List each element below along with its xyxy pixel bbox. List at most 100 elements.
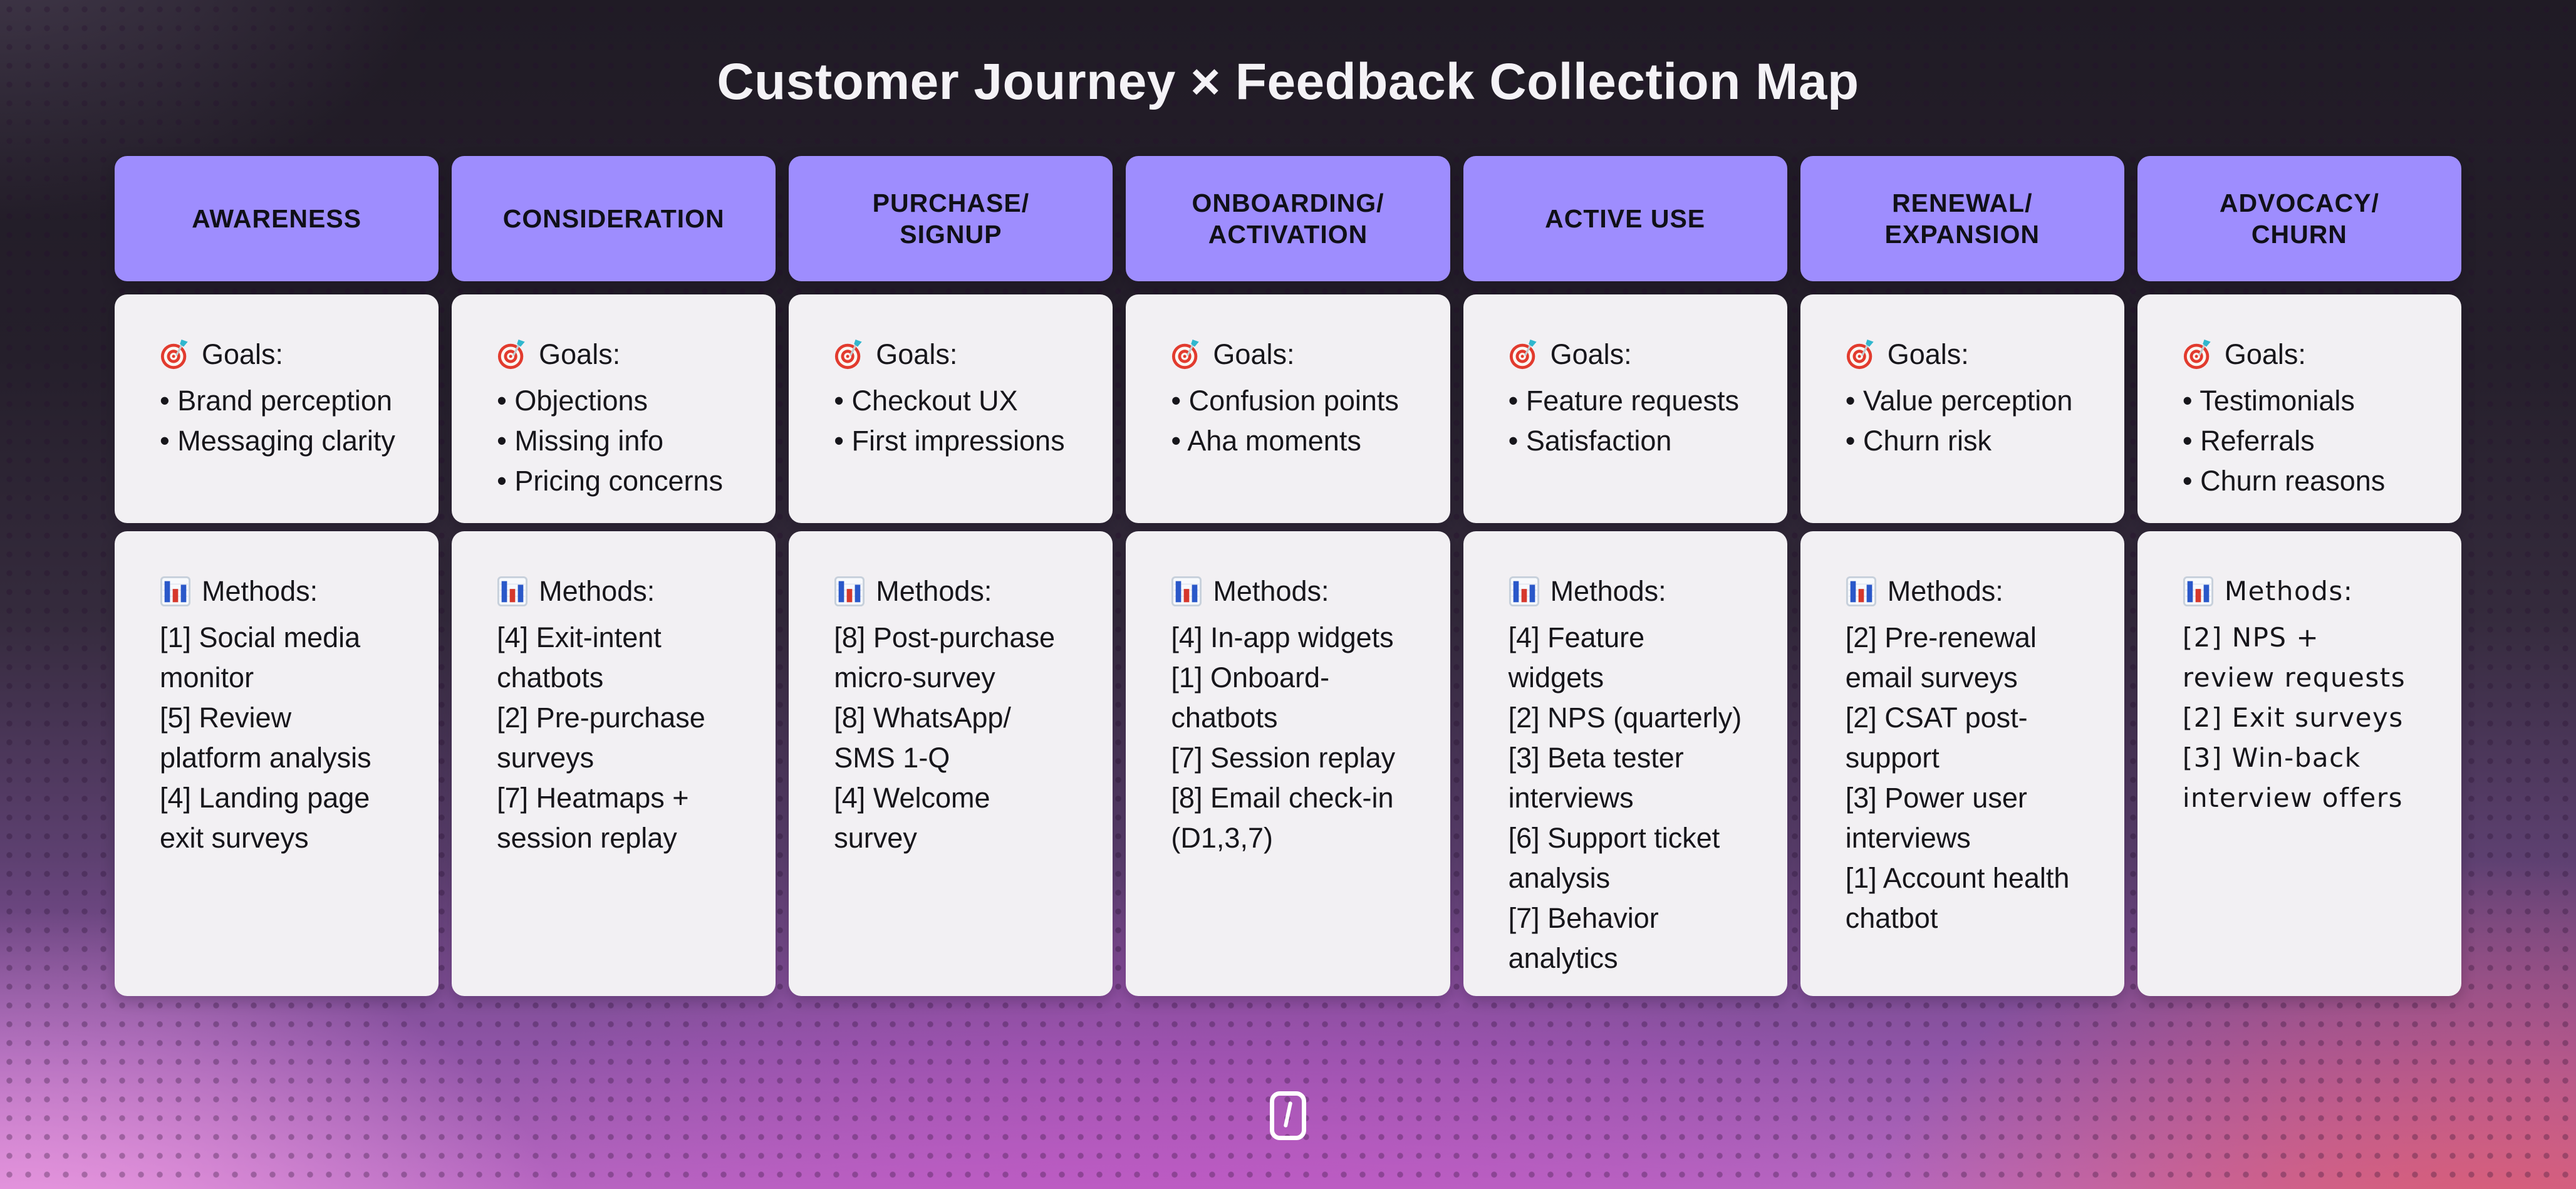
goals-label: Goals: (876, 338, 958, 370)
method-item: [8] WhatsApp/ SMS 1-Q (834, 702, 1011, 774)
goals-card: Goals: • Value perception • Churn risk (1800, 294, 2124, 523)
methods-list: [8] Post-purchase micro-survey [8] WhatsA… (834, 618, 1071, 858)
journey-stage-column: ONBOARDING/ ACTIVATION Goals: • Confusio… (1126, 156, 1450, 996)
goals-list: • Brand perception • Messaging clarity (160, 381, 397, 461)
goals-card-title: Goals: (497, 335, 734, 375)
goal-item: • Aha moments (1171, 425, 1361, 457)
method-item: [4] Landing page exit surveys (160, 782, 370, 854)
methods-list: [2] Pre-renewal email surveys [2] CSAT po… (1846, 618, 2083, 938)
methods-card-title: Methods: (1846, 571, 2083, 611)
stage-title: ACTIVE USE (1545, 204, 1706, 233)
method-item: [4] Feature widgets (1508, 621, 1645, 693)
methods-card: Methods: [4] Exit-intent chatbots [2] Pre… (452, 531, 776, 996)
stage-header: ONBOARDING/ ACTIVATION (1126, 156, 1450, 281)
goals-card-title: Goals: (1846, 335, 2083, 375)
methods-card-title: Methods: (1509, 571, 1746, 611)
stage-title: ADVOCACY/ CHURN (2219, 189, 2379, 249)
methods-card: Methods: [8] Post-purchase micro-survey[… (789, 531, 1113, 996)
journey-stage-column: RENEWAL/ EXPANSION Goals: • Value percep… (1800, 156, 2124, 996)
stage-header: PURCHASE/ SIGNUP (789, 156, 1113, 281)
stage-header: AWARENESS (115, 156, 439, 281)
goal-item: • Confusion points (1171, 385, 1399, 417)
journey-stage-column: ADVOCACY/ CHURN Goals: • Testimonials • R… (2137, 156, 2461, 996)
bar-chart-icon (160, 576, 191, 607)
methods-list: [2] NPS + review requests [2] Exit survey… (2183, 618, 2420, 818)
methods-card: Methods: [4] Feature widgets [2] NPS (qua… (1463, 531, 1787, 996)
goal-item: • Feature requests (1508, 385, 1739, 417)
methods-label: Methods: (1550, 575, 1666, 607)
bar-chart-icon (1509, 576, 1539, 607)
goals-list: • Value perception • Churn risk (1846, 381, 2083, 461)
methods-label: Methods: (202, 575, 318, 607)
goal-item: • Objections (497, 385, 648, 417)
methods-card-title: Methods: (160, 571, 397, 611)
goals-card-title: Goals: (834, 335, 1071, 375)
method-item: [2] NPS (quarterly) (1508, 702, 1742, 734)
goal-item: • Churn risk (1845, 425, 1992, 457)
method-item: [2] CSAT post-support (1845, 702, 2028, 774)
journey-stage-column: PURCHASE/ SIGNUP Goals: • Checkout UX • F… (789, 156, 1113, 996)
method-item: [5] Review platform analysis (160, 702, 371, 774)
goals-label: Goals: (1550, 338, 1632, 370)
logo-slash (1283, 1101, 1293, 1128)
method-item: [1] Social media monitor (160, 621, 361, 693)
stage-title: ONBOARDING/ ACTIVATION (1192, 189, 1384, 249)
method-item: [8] Email check-in (D1,3,7) (1171, 782, 1394, 854)
target-icon (1172, 339, 1200, 370)
goal-item: • Brand perception (160, 385, 392, 417)
methods-label: Methods: (876, 575, 992, 607)
methods-label: Methods: (1213, 575, 1329, 607)
method-item: [3] Beta tester interviews (1508, 742, 1684, 814)
goal-item: • Testimonials (2182, 385, 2355, 417)
methods-list: [4] In-app widgets [1] Onboard-chatbots [7… (1171, 618, 1408, 858)
goal-item: • Pricing concerns (497, 465, 724, 497)
methods-card: Methods: [2] NPS + review requests [2] Ex… (2137, 531, 2461, 996)
goal-item: • Satisfaction (1508, 425, 1672, 457)
stage-title: AWARENESS (192, 204, 362, 233)
journey-stage-column: ACTIVE USE Goals: • Feature requests • Sa… (1463, 156, 1787, 996)
goal-item: • Value perception (1845, 385, 2073, 417)
target-icon (1846, 339, 1874, 370)
goals-card: Goals: • Objections • Missing info • Prici… (452, 294, 776, 523)
method-item: [4] Exit-intent chatbots (497, 621, 662, 693)
journey-stage-column: AWARENESS Goals: • Brand perception • Mes… (115, 156, 439, 996)
methods-card: Methods: [2] Pre-renewal email surveys [2… (1800, 531, 2124, 996)
method-item: [2] Pre-purchase surveys (497, 702, 705, 774)
goals-card-title: Goals: (1171, 335, 1408, 375)
method-item: [7] Heatmaps + session replay (497, 782, 689, 854)
goal-item: • Missing info (497, 425, 663, 457)
bar-chart-icon (2183, 576, 2213, 607)
methods-label: Methods: (2224, 576, 2354, 606)
method-item: [2] Pre-renewal email surveys (1845, 621, 2037, 693)
board: AWARENESS Goals: • Brand perception • Mes… (115, 156, 2461, 996)
method-item: [7] Behavior analytics (1508, 902, 1659, 974)
goal-item: • Referrals (2182, 425, 2315, 457)
method-item: [4] Welcome survey (834, 782, 990, 854)
target-icon (498, 339, 525, 370)
goal-item: • Checkout UX (834, 385, 1018, 417)
goals-card-title: Goals: (2183, 335, 2420, 375)
goal-item: • Messaging clarity (160, 425, 395, 457)
stage-header: CONSIDERATION (452, 156, 776, 281)
stage-header: RENEWAL/ EXPANSION (1800, 156, 2124, 281)
goals-card: Goals: • Checkout UX • First impressions (789, 294, 1113, 523)
methods-card: Methods: [1] Social media monitor [5] Rev… (115, 531, 439, 996)
target-icon (835, 339, 862, 370)
goals-card-title: Goals: (1509, 335, 1746, 375)
goals-label: Goals: (1213, 338, 1295, 370)
goals-card-title: Goals: (160, 335, 397, 375)
backslash-logo-icon (1270, 1091, 1306, 1140)
bar-chart-icon (1846, 576, 1876, 607)
stage-title: CONSIDERATION (502, 204, 725, 233)
methods-list: [4] Feature widgets [2] NPS (quarterly) [3… (1509, 618, 1746, 979)
methods-card-title: Methods: (1171, 571, 1408, 611)
method-item: [1] Account health chatbot (1845, 862, 2070, 934)
method-item: [2] Exit surveys (2182, 702, 2404, 733)
goals-list: • Feature requests • Satisfaction (1509, 381, 1746, 461)
goals-card: Goals: • Brand perception • Messaging cla… (115, 294, 439, 523)
target-icon (1509, 339, 1537, 370)
method-item: [1] Onboard-chatbots (1171, 662, 1330, 734)
target-icon (2183, 339, 2211, 370)
method-item: [7] Session replay (1171, 742, 1396, 774)
target-icon (160, 339, 188, 370)
